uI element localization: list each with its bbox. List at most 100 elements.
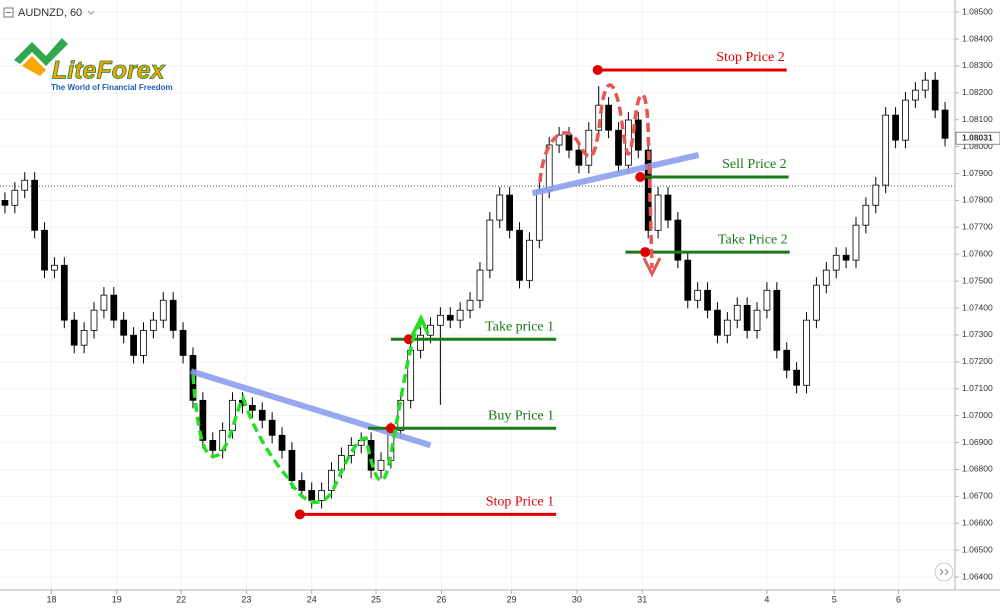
y-tick-label: 1.07300	[962, 329, 993, 339]
candle-body	[150, 319, 157, 331]
y-tick-label: 1.08000	[962, 141, 993, 151]
y-tick-label: 1.06900	[962, 437, 993, 447]
y-tick-label: 1.08400	[962, 33, 993, 43]
candle-body	[842, 254, 850, 261]
candle-body	[140, 329, 147, 356]
candle-body	[605, 104, 612, 131]
y-tick-label: 1.07800	[962, 195, 993, 205]
x-tick-label: 31	[637, 594, 647, 604]
candle-body	[743, 304, 751, 331]
candle-body	[120, 319, 128, 336]
logo-tagline: The World of Financial Freedom	[51, 83, 173, 92]
y-tick-label: 1.06400	[962, 571, 993, 581]
level-label: Buy Price 1	[488, 409, 554, 424]
y-tick-label: 1.08200	[962, 87, 993, 97]
x-tick-label: 18	[46, 594, 56, 604]
candle-body	[199, 399, 207, 441]
candle-body	[179, 329, 187, 356]
candle-body	[763, 289, 771, 311]
y-tick-label: 1.08100	[962, 114, 993, 124]
candle-body	[535, 189, 543, 241]
y-tick-label: 1.07000	[962, 410, 993, 420]
last-price-box	[955, 131, 1000, 145]
pattern-arrow	[642, 257, 662, 278]
dropdown-icon[interactable]	[87, 10, 95, 15]
candle-body	[813, 284, 820, 321]
y-tick-label: 1.07200	[962, 356, 993, 366]
candle-body	[159, 299, 167, 321]
candle-body	[862, 204, 870, 226]
overlays: Stop Price 2 Sell Price 2 Take Price 2 Take…	[190, 50, 790, 520]
y-tick-label: 1.08500	[962, 6, 993, 16]
x-tick-label: 29	[507, 594, 517, 604]
candle-body	[21, 179, 29, 191]
candle-body	[565, 134, 573, 151]
x-tick-label: 6	[896, 594, 901, 604]
candle-body	[595, 104, 603, 131]
candle-body	[644, 149, 652, 231]
y-tick-label: 1.07500	[962, 275, 993, 285]
level-marker	[294, 509, 305, 520]
candle-body	[882, 114, 890, 186]
level-marker	[592, 64, 603, 75]
candle-body	[555, 134, 563, 146]
candle-body	[704, 289, 711, 311]
candle-body	[753, 309, 761, 331]
candle-body	[516, 229, 523, 281]
candle-body	[328, 469, 335, 491]
candle-body	[436, 314, 444, 326]
collapse-icon[interactable]	[3, 7, 14, 18]
candle-body	[783, 349, 791, 371]
y-tick-label: 1.07400	[962, 302, 993, 312]
candle-body	[654, 194, 662, 231]
candle-body	[308, 490, 316, 501]
candle-body	[318, 490, 325, 501]
candle-body	[684, 259, 692, 301]
candle-body	[258, 409, 266, 421]
pattern-sketch	[538, 83, 654, 269]
y-tick-label: 1.06700	[962, 491, 993, 501]
x-tick-label: 19	[112, 594, 122, 604]
scroll-button[interactable]	[934, 562, 954, 582]
candle-body	[585, 129, 593, 166]
candle-body	[60, 264, 68, 321]
candle-body	[248, 405, 256, 411]
level-label: Sell Price 2	[722, 157, 787, 172]
level-marker	[640, 247, 651, 258]
candle-body	[921, 79, 929, 91]
candle-body	[526, 239, 533, 281]
candle-body	[872, 184, 880, 206]
y-tick-label: 1.07100	[962, 383, 993, 393]
x-tick-label: 25	[371, 594, 381, 604]
candle-body	[456, 309, 464, 321]
y-tick-label: 1.07600	[962, 248, 993, 258]
level-marker	[635, 172, 646, 183]
logo-mark	[14, 38, 68, 66]
candle-body	[575, 149, 583, 166]
level-label: Take price 1	[485, 319, 554, 334]
candle-body	[634, 119, 642, 151]
candle-body	[615, 129, 622, 166]
candle-body	[773, 289, 781, 351]
candle-body	[852, 224, 860, 261]
candle-body	[892, 114, 899, 141]
candle-body	[377, 459, 385, 471]
y-tick-label: 1.06600	[962, 518, 993, 528]
candle-body	[367, 440, 375, 471]
candle-body	[822, 269, 830, 286]
candle-body	[466, 299, 474, 311]
candle-body	[80, 329, 88, 346]
scroll-icon	[939, 568, 949, 576]
candle-body	[11, 189, 19, 206]
x-tick-label: 24	[307, 594, 317, 604]
candle-body	[268, 419, 276, 436]
logo-text: LiteForex	[52, 57, 166, 85]
y-tick-label: 1.06500	[962, 544, 993, 554]
candle-body	[31, 179, 39, 231]
y-tick-label: 1.08300	[962, 60, 993, 70]
candle-body	[169, 299, 177, 331]
level-label: Stop Price 2	[716, 50, 784, 65]
